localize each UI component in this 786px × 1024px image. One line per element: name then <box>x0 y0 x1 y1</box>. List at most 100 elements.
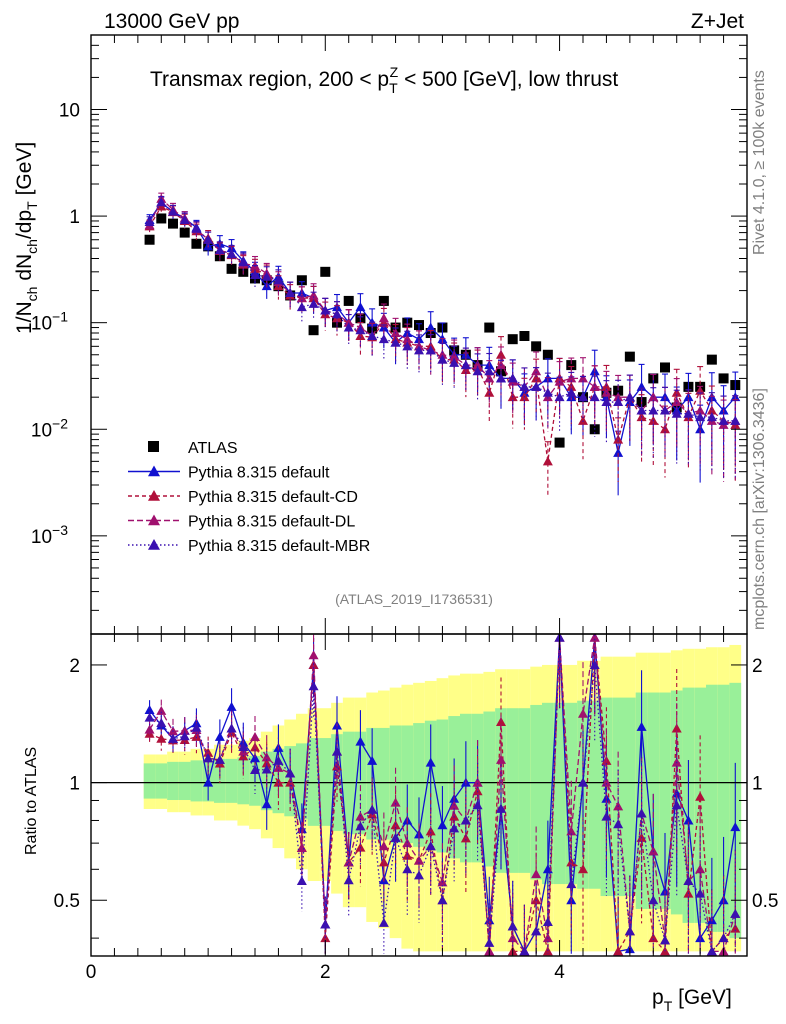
ratio-band-green <box>155 763 168 799</box>
series-point-4 <box>179 214 190 224</box>
y-tick-label-ratio: 2 <box>69 656 80 677</box>
ratio-band-green <box>483 711 496 867</box>
ratio-band-green <box>542 702 554 885</box>
y-tick-label-main: 10 <box>59 101 80 122</box>
series-point-3 <box>472 360 483 370</box>
ratio-point-3 <box>273 762 284 772</box>
ratio-line-2 <box>149 637 736 954</box>
ratio-point-4 <box>449 823 460 833</box>
y-axis-label-main: 1/Nch dNch/dpT [GeV] <box>13 142 40 334</box>
atlas-data-point <box>343 295 354 306</box>
header-process-label: Z+Jet <box>691 10 744 33</box>
ratio-point-3 <box>578 708 588 718</box>
series-point-3 <box>402 334 413 344</box>
series-line-3 <box>148 197 736 426</box>
ratio-point-2 <box>695 791 706 801</box>
ratio-point-3 <box>589 634 600 642</box>
atlas-data-point <box>308 325 319 336</box>
series-point-4 <box>367 330 378 340</box>
ratio-band-green <box>378 727 390 840</box>
ratio-point-3 <box>378 841 389 851</box>
series-point-4 <box>273 275 284 285</box>
series-point-4 <box>390 337 401 347</box>
ratio-point-2 <box>730 923 741 933</box>
ratio-point-2 <box>332 761 342 771</box>
ratio-band-green <box>389 725 402 844</box>
ratio-point-3 <box>343 857 354 867</box>
series-point-4 <box>519 381 530 391</box>
ratio-point-4 <box>730 908 741 918</box>
series-point-2 <box>531 373 542 383</box>
main-panel-content <box>144 192 741 497</box>
series-point-4 <box>238 257 249 267</box>
ratio-point-4 <box>296 876 307 886</box>
series-point-4 <box>683 408 694 418</box>
ratio-point-4 <box>378 917 389 927</box>
series-point-4 <box>578 392 588 402</box>
series-point-4 <box>671 408 682 418</box>
ratio-point-4 <box>332 746 342 756</box>
ratio-point-4 <box>484 937 495 947</box>
ratio-point-4 <box>496 803 506 813</box>
series-point-3 <box>378 313 389 323</box>
y-tick-label-ratio-right: 1 <box>752 774 763 795</box>
series-point-2 <box>578 415 588 425</box>
ratio-band-green <box>190 760 203 802</box>
ratio-panel-content <box>91 634 747 956</box>
ratio-band-green <box>624 697 636 897</box>
ratio-point-4 <box>671 800 682 810</box>
legend-marker-triangle <box>148 490 160 501</box>
legend-marker-triangle <box>148 514 160 526</box>
y-tick-label-ratio-right: 0.5 <box>752 891 778 912</box>
series-point-4 <box>332 309 342 319</box>
tick-labels: 0 2 4 10−3 10−2 10−1 1 10 0.5 0.5 1 1 2 2 <box>31 101 779 983</box>
ratio-point-4 <box>460 815 471 825</box>
ratio-point-4 <box>648 895 659 905</box>
series-point-4 <box>425 345 436 355</box>
series-point-3 <box>296 293 307 303</box>
ratio-point-4 <box>613 819 624 829</box>
ratio-point-4 <box>402 864 413 874</box>
ratio-point-4 <box>566 879 577 889</box>
ratio-point-1 <box>261 799 272 809</box>
ratio-point-4 <box>261 764 272 774</box>
atlas-data-point <box>226 263 237 274</box>
series-point-4 <box>168 206 178 216</box>
ratio-point-3 <box>144 724 155 734</box>
atlas-data-point <box>542 349 553 360</box>
legend-label: Pythia 8.315 default-CD <box>188 489 358 506</box>
series-point-1 <box>355 302 366 312</box>
y-axis-label-ratio: Ratio to ATLAS <box>23 747 40 855</box>
atlas-data-point <box>554 437 565 448</box>
series-point-4 <box>296 302 307 312</box>
ratio-band-green <box>717 684 730 932</box>
y-tick-label-ratio: 0.5 <box>54 891 80 912</box>
ratio-point-4 <box>542 916 553 926</box>
ratio-point-4 <box>683 876 694 886</box>
legend-marker-triangle <box>148 539 160 550</box>
ratio-point-4 <box>437 895 448 905</box>
series-point-1 <box>613 447 624 457</box>
ratio-point-4 <box>144 712 155 722</box>
ratio-point-4 <box>390 832 401 842</box>
ratio-point-4 <box>367 804 378 814</box>
atlas-data-point <box>168 218 178 229</box>
series-point-4 <box>718 415 729 425</box>
ratio-band-green <box>167 761 179 801</box>
series-point-1 <box>695 424 706 434</box>
series-point-4 <box>496 373 506 383</box>
ratio-point-4 <box>320 919 331 929</box>
series-point-4 <box>706 412 717 422</box>
series-point-4 <box>414 345 424 355</box>
series-point-4 <box>226 249 237 259</box>
series-point-4 <box>402 341 413 351</box>
axis-ticks <box>90 34 748 956</box>
series-point-4 <box>507 373 518 383</box>
series-point-3 <box>531 366 542 376</box>
mcplots-reference-label: mcplots.cern.ch [arXiv:1306.3436] <box>751 388 768 630</box>
ratio-point-2 <box>648 933 659 943</box>
ratio-band-green <box>553 702 566 885</box>
ratio-point-3 <box>238 746 249 756</box>
ratio-point-4 <box>343 875 354 885</box>
atlas-data-point <box>566 360 577 371</box>
